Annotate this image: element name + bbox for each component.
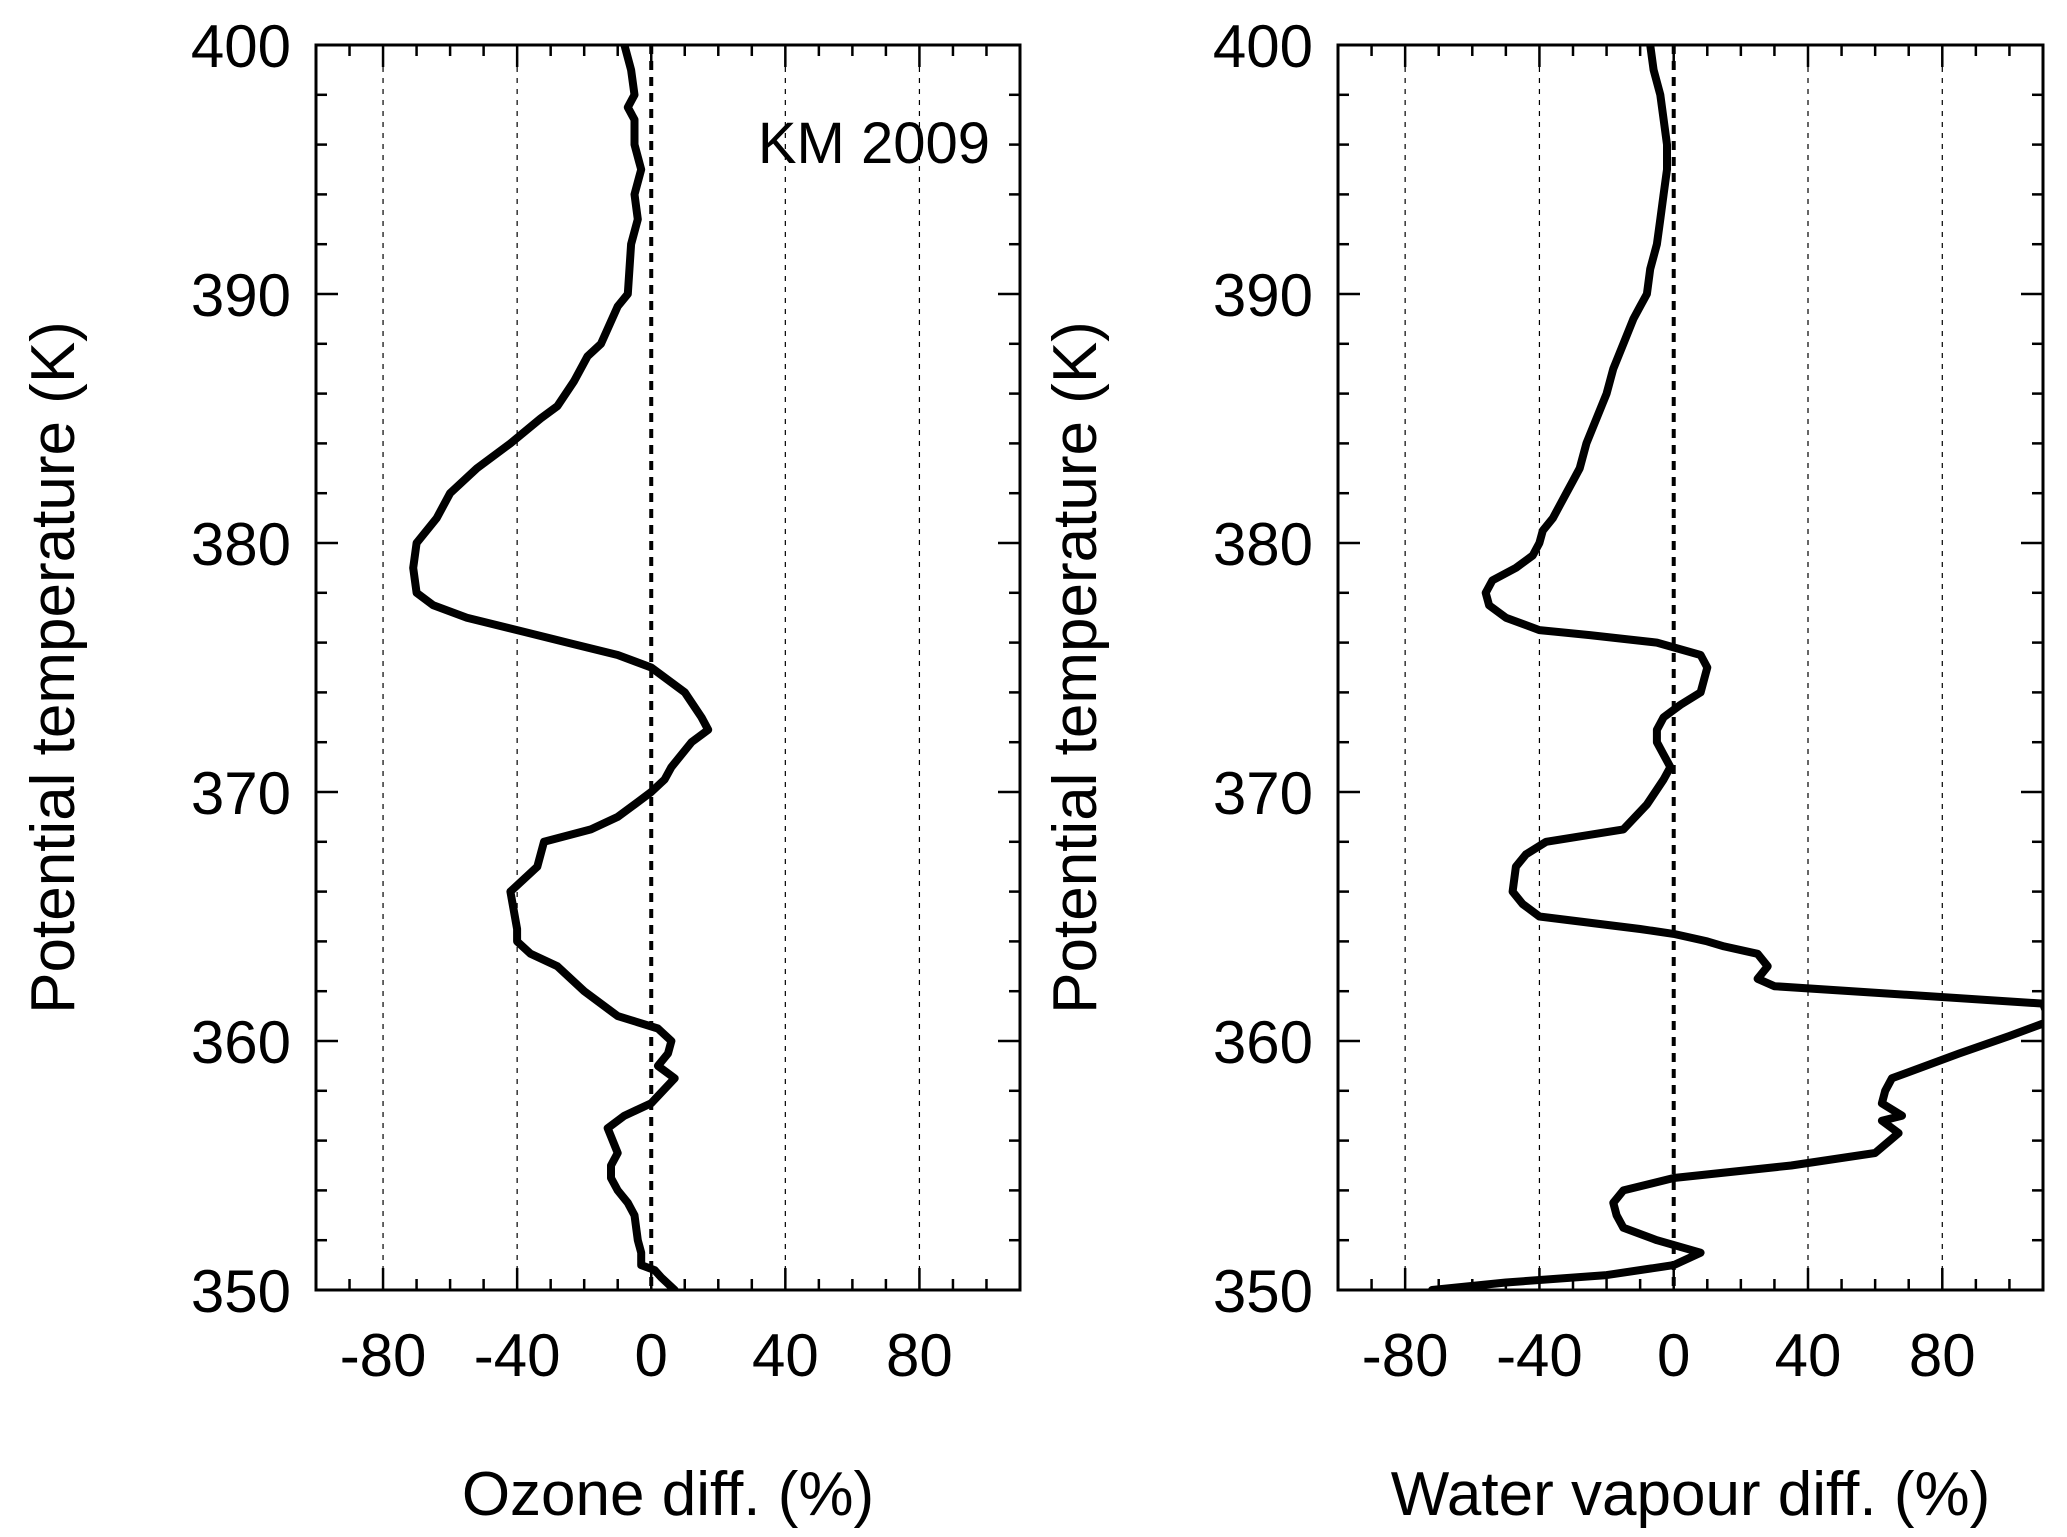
x-tick-label: -40	[1496, 1322, 1583, 1389]
x-tick-label: 80	[1909, 1322, 1976, 1389]
y-tick-label: 360	[1213, 1009, 1313, 1076]
x-tick-label: -80	[340, 1322, 427, 1389]
x-tick-label: -40	[474, 1322, 561, 1389]
y-tick-label: 380	[1213, 511, 1313, 578]
water-vapour-profile-line	[1428, 45, 2043, 1290]
y-axis-title: Potential temperature (K)	[19, 321, 88, 1014]
x-tick-label: 40	[1775, 1322, 1842, 1389]
plot-frame	[314, 43, 1022, 1292]
y-tick-label: 350	[191, 1258, 291, 1325]
y-tick-label: 350	[1213, 1258, 1313, 1325]
x-tick-label: 0	[1657, 1322, 1690, 1389]
y-tick-label: 400	[1213, 13, 1313, 80]
ozone-profile-line	[409, 45, 713, 1290]
y-tick-label: 360	[191, 1009, 291, 1076]
y-tick-label: 370	[1213, 760, 1313, 827]
water-vapour-panel: -80 -40 0 40 80 350 360 370 380 390 400 Water vapou…	[1041, 13, 2045, 1529]
x-tick-label: -80	[1362, 1322, 1449, 1389]
y-tick-label: 400	[191, 13, 291, 80]
y-tick-label: 390	[1213, 262, 1313, 329]
x-axis-title: Water vapour diff. (%)	[1391, 1460, 1991, 1529]
x-tick-label: 0	[635, 1322, 668, 1389]
y-tick-label: 380	[191, 511, 291, 578]
panel-annotation: KM 2009	[758, 111, 990, 176]
y-axis-title: Potential temperature (K)	[1041, 321, 1110, 1014]
x-tick-label: 40	[752, 1322, 819, 1389]
y-tick-label: 370	[191, 760, 291, 827]
x-tick-label: 80	[886, 1322, 953, 1389]
plot-frame	[1336, 43, 2045, 1292]
x-axis-title: Ozone diff. (%)	[462, 1460, 874, 1529]
y-tick-label: 390	[191, 262, 291, 329]
ozone-panel: -80 -40 0 40 80 350 360 370 380 390 400 Ozone diff.…	[19, 13, 1022, 1529]
